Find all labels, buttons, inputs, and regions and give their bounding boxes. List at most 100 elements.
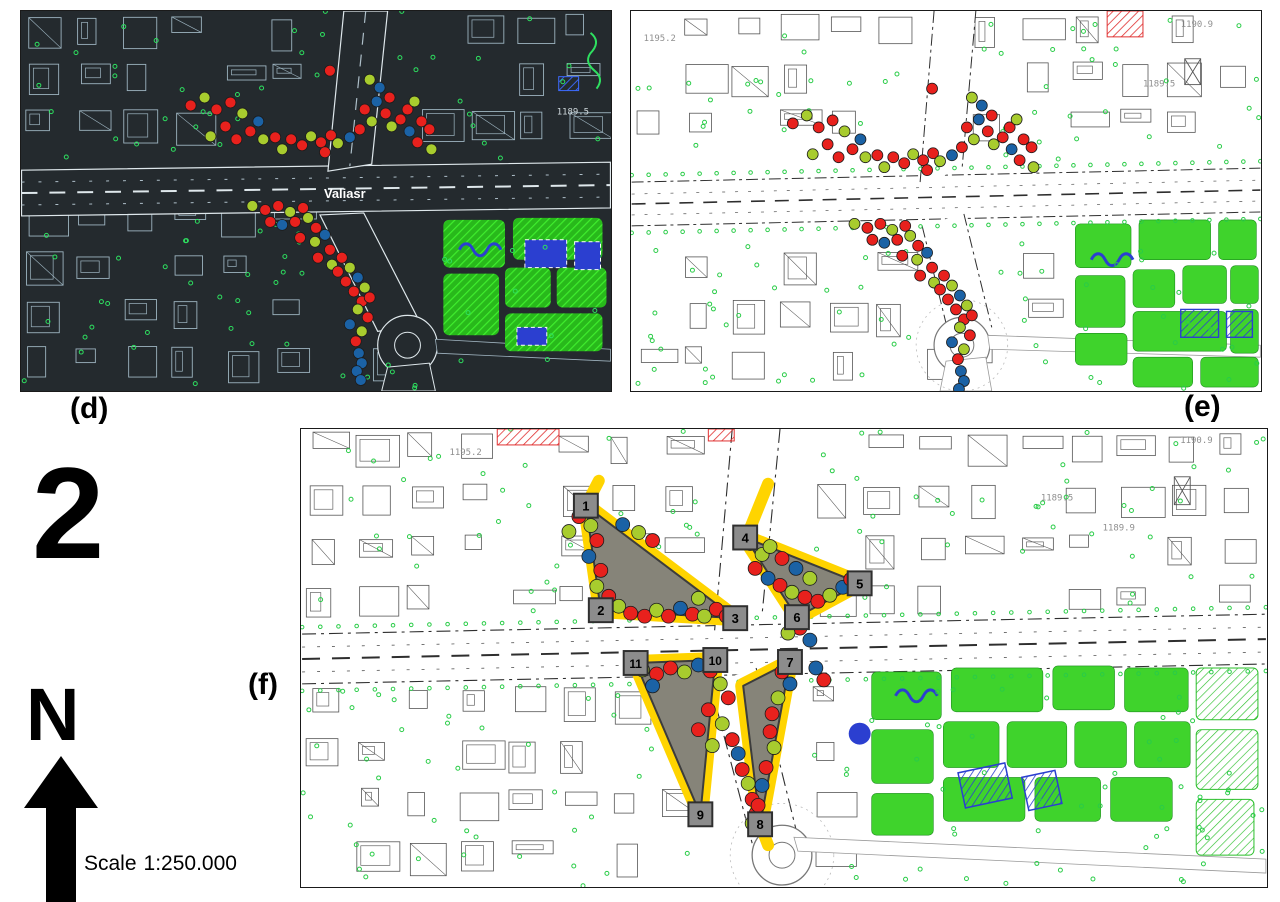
- water-squiggle: [1089, 252, 1135, 268]
- street-tree-dot: [481, 684, 487, 690]
- tree-dot: [1022, 296, 1028, 302]
- building-outline: [1223, 487, 1249, 514]
- tree-dot: [853, 874, 859, 880]
- cluster-marker-4: 4: [732, 524, 759, 551]
- tree-dot: [34, 41, 40, 47]
- tree-dot: [998, 50, 1004, 56]
- elevation-label: 1189.5: [1143, 80, 1175, 90]
- tree-dot: [52, 254, 58, 260]
- building-outline: [816, 742, 835, 761]
- tree-dot: [144, 329, 150, 335]
- data-dot-r: [917, 154, 929, 167]
- data-dot-g: [309, 235, 321, 248]
- building-outline: [664, 537, 705, 553]
- data-dot-b: [352, 347, 365, 360]
- data-dot-b: [954, 289, 966, 302]
- street-tree-dot: [572, 619, 578, 624]
- cluster-marker-number: 5: [856, 576, 863, 591]
- building-outline: [27, 346, 47, 378]
- data-dot-r: [985, 109, 998, 122]
- tree-dot: [200, 109, 206, 115]
- tree-dot: [702, 119, 708, 125]
- building-outline: [560, 741, 583, 774]
- building-outline: [32, 67, 50, 89]
- tree-dot: [116, 255, 122, 261]
- tree-dot: [710, 374, 716, 380]
- street-tree-dot: [918, 675, 923, 681]
- street-tree-dot: [1105, 162, 1110, 167]
- building-outline: [1224, 539, 1257, 564]
- map-panel-e: 1195.2 1190.9 1189.5: [630, 10, 1262, 392]
- street-tree-dot: [536, 619, 541, 625]
- building-outline: [978, 21, 986, 42]
- building-outline: [565, 791, 598, 806]
- tree-dot: [1003, 152, 1009, 158]
- building-outline: [412, 486, 444, 509]
- building-outline: [732, 299, 766, 335]
- data-dot-g: [611, 598, 627, 614]
- data-dot-g: [712, 676, 728, 692]
- tree-dot: [1102, 784, 1108, 790]
- data-dot-r: [887, 151, 900, 164]
- data-dot-r: [861, 221, 874, 234]
- cluster-marker-box: [777, 649, 803, 675]
- tree-dot: [1177, 498, 1183, 504]
- tree-dot: [1197, 798, 1203, 804]
- street-tree-dot: [1227, 605, 1232, 611]
- tree-dot: [134, 141, 140, 147]
- tree-dot: [736, 312, 742, 318]
- elevation-label: 1189.5: [557, 107, 589, 117]
- tree-dot: [194, 218, 200, 224]
- street-tree-dot: [1037, 221, 1042, 227]
- street-tree-dot: [935, 166, 940, 171]
- data-dot-g: [838, 125, 851, 138]
- building-outline: [1171, 541, 1182, 560]
- data-dot-b: [854, 133, 867, 146]
- street-tree-dot: [554, 683, 559, 688]
- data-dot-g: [946, 279, 958, 292]
- tree-dot: [552, 789, 558, 795]
- elevation-label: 1190.9: [1181, 20, 1213, 30]
- tree-dot: [385, 362, 391, 368]
- data-dot-r: [259, 204, 272, 216]
- street-tree-dot: [1258, 216, 1261, 222]
- tree-dot: [1246, 105, 1252, 111]
- building-outline: [788, 68, 797, 88]
- tree-dot: [1160, 715, 1166, 720]
- building-outline: [971, 484, 996, 520]
- cluster-marker-number: 2: [597, 603, 604, 618]
- tree-dot: [308, 814, 314, 820]
- data-dot-r: [264, 216, 277, 228]
- annotations-layer: 1189.5: [557, 107, 589, 117]
- map-svg-e: 1195.2 1190.9 1189.5: [631, 11, 1261, 391]
- tree-dot: [1176, 694, 1182, 700]
- tree-dot: [131, 344, 137, 350]
- tree-dot: [952, 831, 958, 837]
- data-dot-r: [319, 146, 331, 159]
- street-tree-dot: [765, 227, 770, 233]
- park-layer: [496, 429, 1259, 856]
- data-dot-b: [754, 778, 770, 793]
- street-tree-dot: [1190, 218, 1195, 223]
- tree-dot: [1092, 21, 1098, 27]
- building-outline: [272, 299, 300, 316]
- tree-dot: [192, 381, 198, 387]
- tree-dot: [234, 91, 240, 97]
- tree-dot: [427, 455, 433, 461]
- building-outline: [1167, 111, 1196, 133]
- tree-dot: [1019, 241, 1025, 247]
- building-outline: [25, 109, 50, 132]
- street-tree-dot: [1227, 669, 1232, 674]
- data-dot-r: [981, 125, 994, 138]
- data-dot-r: [294, 231, 306, 244]
- data-dot-g: [257, 133, 270, 146]
- street-tree-dot: [1245, 605, 1251, 610]
- street-tree-dot: [1224, 159, 1229, 165]
- building-outline: [669, 490, 683, 506]
- tree-dot: [457, 98, 463, 104]
- elevation-label: 1189.5: [1041, 494, 1073, 504]
- tree-dot: [945, 542, 951, 548]
- data-dot-r: [637, 608, 652, 624]
- elevation-label: 1195.2: [449, 448, 481, 458]
- tree-dot: [1083, 326, 1089, 332]
